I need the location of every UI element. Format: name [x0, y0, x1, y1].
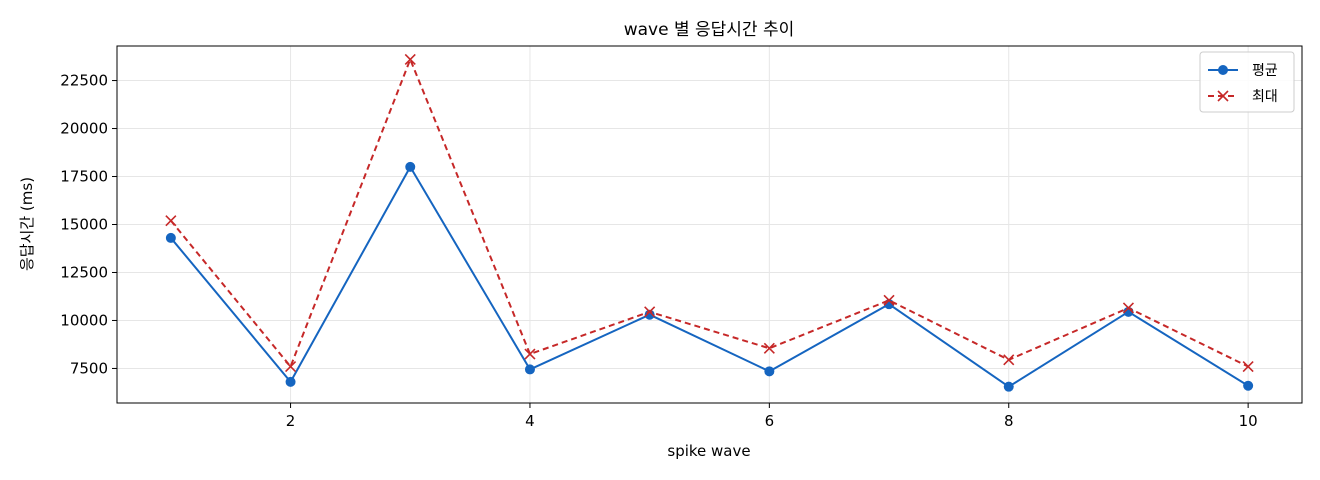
series-2-line [170, 58, 1249, 368]
y-tick-label: 22500 [60, 72, 108, 90]
x-marker-stroke [165, 215, 177, 227]
series-2-point [524, 348, 536, 360]
series-1-point [524, 364, 535, 375]
x-marker-stroke [1242, 360, 1254, 373]
x-marker-stroke [883, 294, 895, 306]
legend-label-1: 평균 [1252, 63, 1278, 79]
x-tick-label: 2 [286, 412, 296, 430]
x-marker-stroke [763, 342, 775, 354]
grid-lines [117, 46, 1302, 403]
series-2-point [404, 53, 416, 66]
y-axis-label: 응답시간 (ms) [18, 177, 36, 271]
series-1-point [1243, 380, 1254, 391]
chart-title: wave 별 응답시간 추이 [624, 20, 795, 40]
series-2-point [1003, 354, 1015, 366]
x-tick-label: 10 [1239, 412, 1258, 430]
series-2-point [644, 306, 656, 318]
x-marker-stroke [284, 360, 297, 373]
series-2-point [1242, 360, 1254, 373]
y-tick-label: 10000 [60, 311, 108, 329]
x-tick-label: 6 [765, 412, 775, 430]
axis-ticks: 2 4 6 8 10 7500 10000 12500 15000 17500 20000 22500 [60, 72, 1257, 430]
x-axis-label: spike wave [667, 442, 750, 460]
series-1-line [170, 165, 1249, 388]
series-1-point [405, 161, 416, 172]
series-1-point [1003, 381, 1014, 392]
series-2-point [883, 294, 895, 306]
y-tick-label: 12500 [60, 263, 108, 281]
x-tick-label: 4 [525, 412, 535, 430]
x-marker-stroke [644, 306, 656, 318]
legend-marker-1 [1218, 65, 1228, 75]
legend-box [1199, 51, 1295, 113]
y-tick-label: 17500 [60, 168, 108, 186]
y-tick-label: 15000 [60, 216, 108, 234]
series-2-point [165, 215, 177, 227]
x-marker-stroke [404, 53, 416, 66]
series-layer [165, 53, 1254, 392]
x-marker-stroke [1122, 302, 1135, 314]
series-1-point [764, 366, 775, 377]
legend-label-2: 최대 [1252, 89, 1278, 105]
x-marker-stroke [524, 348, 536, 360]
series-2-point [763, 342, 775, 354]
legend-marker-2 [1217, 90, 1229, 102]
series-2-point [1122, 302, 1135, 314]
x-marker-stroke [1217, 90, 1229, 102]
x-marker-stroke [1003, 354, 1015, 366]
x-tick-label: 8 [1004, 412, 1014, 430]
series-2-point [284, 360, 297, 373]
y-tick-label: 7500 [70, 359, 108, 377]
series-1-point [165, 232, 176, 243]
series-1-point [285, 376, 296, 387]
y-tick-label: 20000 [60, 120, 108, 138]
